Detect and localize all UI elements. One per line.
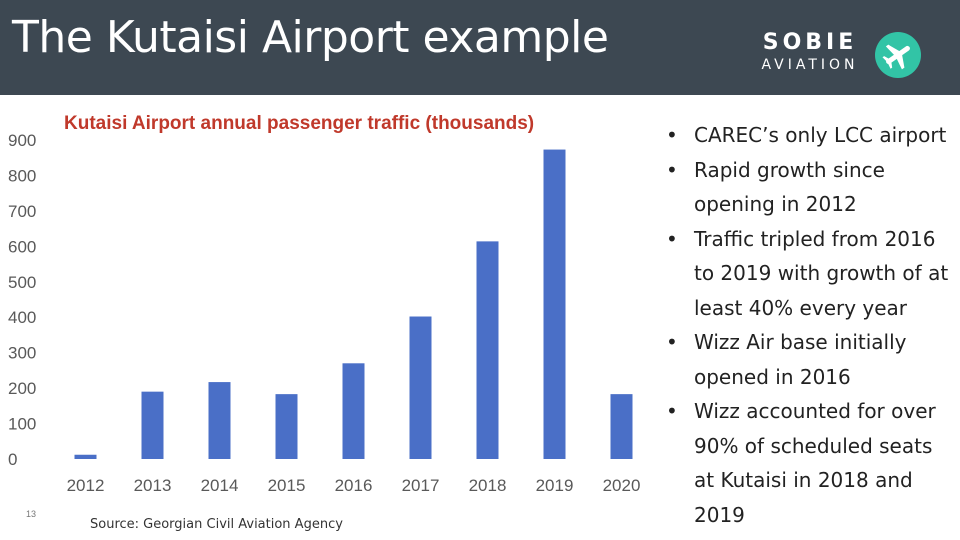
sobie-aviation-logo: SOBIE AVIATION <box>748 30 948 80</box>
bar <box>409 316 432 459</box>
chart-title: Kutaisi Airport annual passenger traffic… <box>64 113 535 134</box>
bar <box>208 382 231 459</box>
logo-wordmark: SOBIE <box>762 30 858 55</box>
y-tick-label: 400 <box>8 308 36 327</box>
x-tick-label: 2013 <box>134 476 172 495</box>
title-bar: The Kutaisi Airport example SOBIE AVIATI… <box>0 0 960 95</box>
y-tick-label: 800 <box>8 166 36 185</box>
bullet-item: Rapid growth since opening in 2012 <box>662 153 952 222</box>
y-tick-label: 500 <box>8 273 36 292</box>
y-tick-label: 700 <box>8 202 36 221</box>
x-tick-label: 2014 <box>201 476 239 495</box>
bullet-item: Wizz accounted for over 90% of scheduled… <box>662 394 952 532</box>
y-tick-label: 200 <box>8 379 36 398</box>
bar <box>342 363 365 459</box>
bullet-item: Traffic tripled from 2016 to 2019 with g… <box>662 222 952 326</box>
y-tick-label: 0 <box>8 450 17 469</box>
bar <box>543 149 566 459</box>
x-tick-label: 2020 <box>603 476 641 495</box>
y-tick-label: 600 <box>8 237 36 256</box>
slide-number: 13 <box>26 509 37 519</box>
source-note: Source: Georgian Civil Aviation Agency <box>90 517 343 532</box>
bullet-item: CAREC’s only LCC airport <box>662 118 952 153</box>
bar <box>141 391 164 459</box>
x-tick-label: 2016 <box>335 476 373 495</box>
bar <box>610 394 633 459</box>
slide-title: The Kutaisi Airport example <box>12 12 609 63</box>
y-tick-label: 900 <box>8 131 36 150</box>
x-tick-label: 2019 <box>536 476 574 495</box>
bullet-list: CAREC’s only LCC airport Rapid growth si… <box>662 118 952 532</box>
y-tick-label: 300 <box>8 344 36 363</box>
x-tick-label: 2015 <box>268 476 306 495</box>
airplane-icon <box>875 32 921 78</box>
logo-subtitle: AVIATION <box>761 57 859 73</box>
x-tick-label: 2017 <box>402 476 440 495</box>
y-tick-label: 100 <box>8 415 36 434</box>
bar <box>476 241 499 459</box>
bar <box>275 394 298 459</box>
x-tick-label: 2012 <box>67 476 105 495</box>
bar-chart: 0 100 200 300 400 500 600 700 800 900 2012 2013 2014… <box>8 131 641 495</box>
bullet-item: Wizz Air base initially opened in 2016 <box>662 325 952 394</box>
bar <box>74 454 97 459</box>
x-tick-label: 2018 <box>469 476 507 495</box>
